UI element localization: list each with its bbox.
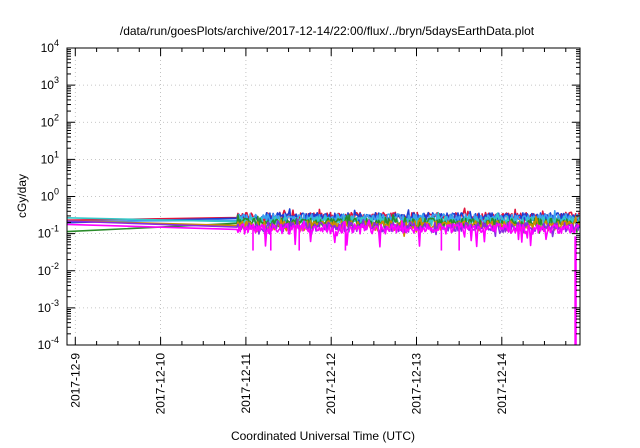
y-tick-label: 10-4 (38, 335, 59, 352)
x-tick-label: 2017-12-12 (324, 353, 338, 415)
x-axis-label: Coordinated Universal Time (UTC) (231, 429, 415, 443)
series-lines (66, 207, 580, 345)
x-tick-label: 2017-12-9 (68, 353, 82, 408)
y-tick-label: 100 (41, 187, 59, 204)
chart-title: /data/run/goesPlots/archive/2017-12-14/2… (120, 24, 535, 38)
y-tick-label: 10-3 (38, 298, 59, 315)
y-tick-label: 10-1 (38, 224, 59, 241)
y-tick-label: 104 (41, 38, 59, 55)
x-tick-labels: 2017-12-9 2017-12-10 2017-12-11 2017-12-12 2… (68, 353, 509, 415)
x-tick-label: 2017-12-11 (239, 353, 253, 414)
y-tick-label: 10-2 (38, 261, 59, 278)
x-tick-label: 2017-12-10 (154, 353, 168, 415)
series-line (66, 219, 580, 248)
plot-frame (66, 47, 581, 346)
x-tick-label: 2017-12-14 (495, 353, 509, 415)
y-axis-label: cGy/day (15, 174, 29, 218)
y-tick-label: 101 (41, 149, 59, 166)
x-tick-label: 2017-12-13 (410, 353, 424, 415)
y-tick-label: 103 (41, 75, 59, 92)
y-tick-labels: 10-4 10-3 10-2 10-1 100 101 102 103 104 (38, 38, 59, 352)
y-tick-label: 102 (41, 112, 59, 129)
grid-lines (67, 48, 580, 345)
series-line (66, 218, 580, 238)
tick-marks (67, 47, 580, 346)
